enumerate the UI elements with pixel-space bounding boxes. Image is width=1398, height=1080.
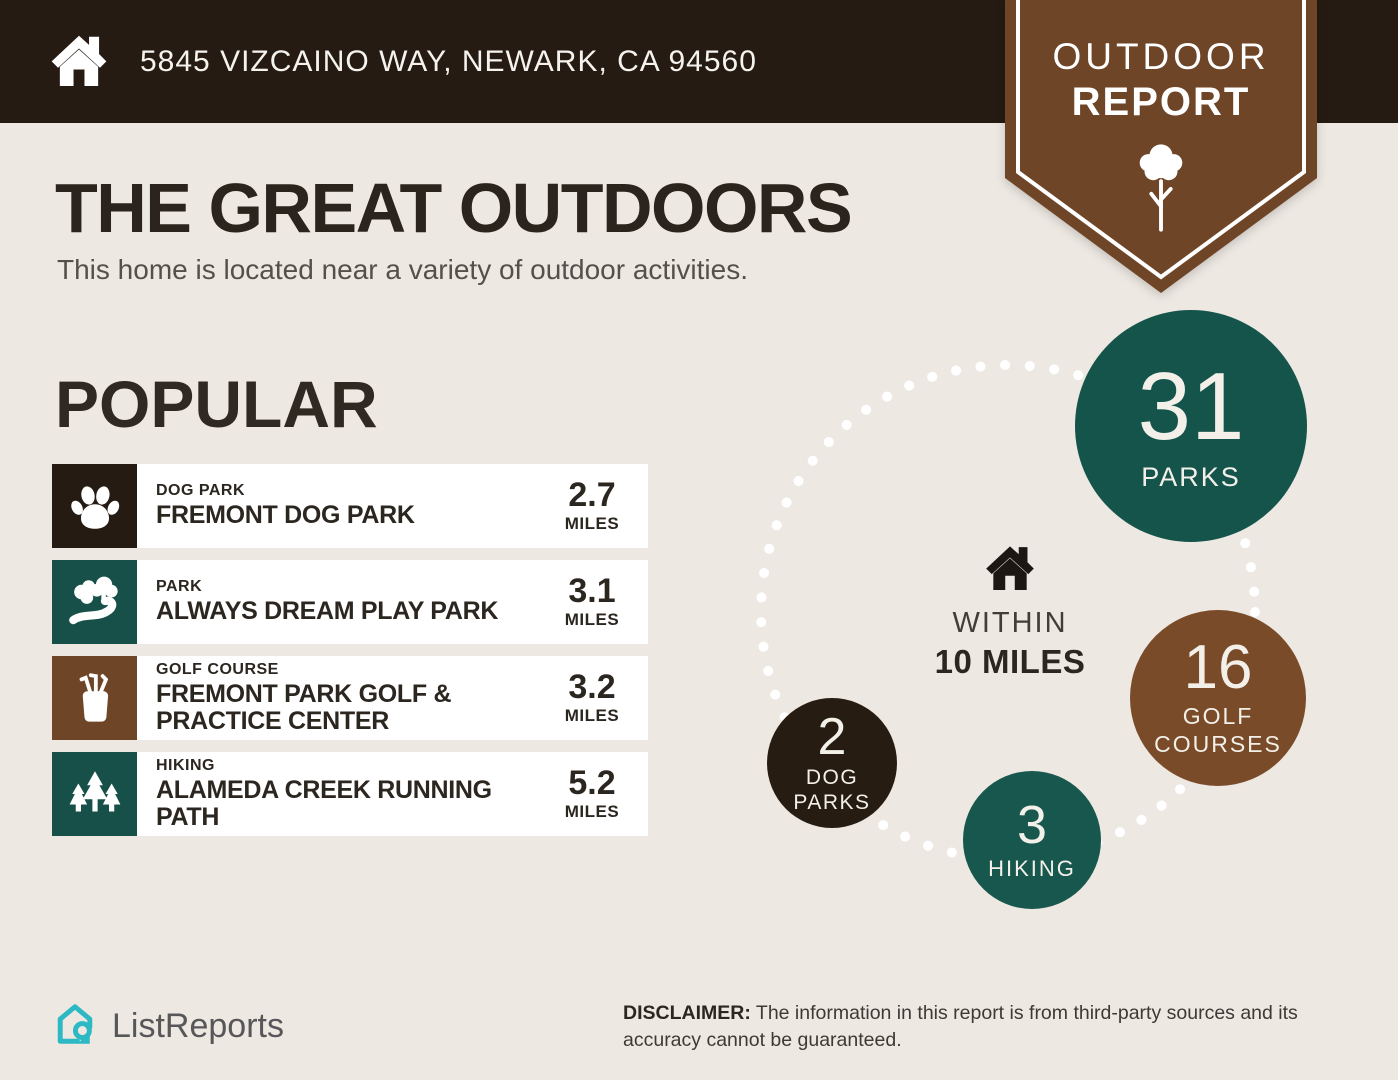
item-category: DOG PARK: [156, 482, 246, 500]
list-item-park: PARK ALWAYS DREAM PLAY PARK 3.1 MILES: [52, 560, 648, 644]
item-category: GOLF COURSE: [156, 660, 279, 678]
pine-trees-icon: [52, 752, 137, 836]
list-item-hiking: HIKING ALAMEDA CREEK RUNNING PATH 5.2 MI…: [52, 752, 648, 836]
within-label: WITHIN: [952, 607, 1068, 639]
item-category: PARK: [156, 578, 203, 596]
item-distance: 2.7: [568, 476, 616, 514]
stat-value: 31: [1137, 352, 1245, 460]
item-distance: 5.2: [568, 764, 616, 802]
golf-bag-icon: [52, 656, 137, 740]
item-distance: 3.2: [568, 668, 616, 706]
home-icon: [48, 31, 110, 93]
stat-value: 16: [1183, 633, 1253, 703]
item-distance-unit: MILES: [564, 610, 620, 629]
list-item-dog-park: DOG PARK FREMONT DOG PARK 2.7 MILES: [52, 464, 648, 548]
stat-hiking: 3 HIKING: [963, 771, 1101, 909]
stat-value: 3: [1016, 794, 1048, 855]
stat-label: GOLF COURSES: [1154, 703, 1282, 757]
stat-dog-parks: 2 DOG PARKS: [767, 698, 897, 828]
listreports-logo: ListReports: [52, 1000, 284, 1053]
brand-name: ListReports: [112, 1007, 284, 1045]
popular-heading: POPULAR: [55, 367, 378, 441]
tree-icon: [1130, 140, 1192, 239]
item-distance-unit: MILES: [564, 706, 620, 725]
outdoor-report-badge: OUTDOOR REPORT: [1005, 0, 1317, 300]
item-distance-unit: MILES: [564, 514, 620, 533]
popular-list: DOG PARK FREMONT DOG PARK 2.7 MILES: [52, 464, 648, 848]
page-subtitle: This home is located near a variety of o…: [57, 254, 749, 285]
item-name: FREMONT PARK GOLF & PRACTICE CENTER: [156, 679, 452, 735]
item-name: ALAMEDA CREEK RUNNING PATH: [156, 775, 492, 831]
list-item-golf-course: GOLF COURSE FREMONT PARK GOLF & PRACTICE…: [52, 656, 648, 740]
badge-line1: OUTDOOR: [1052, 36, 1270, 77]
property-address: 5845 VIZCAINO WAY, NEWARK, CA 94560: [140, 44, 757, 78]
item-name: ALWAYS DREAM PLAY PARK: [156, 597, 499, 626]
paw-icon: [52, 464, 137, 548]
badge-line2: REPORT: [1071, 80, 1251, 124]
item-distance: 3.1: [568, 572, 616, 610]
radius-center-label: WITHIN 10 MILES: [920, 542, 1100, 681]
item-name: FREMONT DOG PARK: [156, 501, 415, 530]
disclaimer-text: The information in this report is from t…: [623, 1002, 1298, 1052]
listreports-house-icon: [52, 1000, 98, 1053]
park-trees-icon: [52, 560, 137, 644]
home-icon: [983, 546, 1037, 596]
item-distance-unit: MILES: [564, 802, 620, 821]
item-category: HIKING: [156, 756, 215, 774]
page-title: THE GREAT OUTDOORS: [55, 169, 853, 247]
disclaimer-label: DISCLAIMER:: [623, 1002, 751, 1024]
stat-golf-courses: 16 GOLF COURSES: [1130, 610, 1306, 786]
stat-value: 2: [817, 707, 847, 766]
stat-label: PARKS: [1141, 461, 1241, 492]
stat-label: DOG PARKS: [793, 765, 871, 814]
stat-parks: 31 PARKS: [1075, 310, 1307, 542]
disclaimer: DISCLAIMER: The information in this repo…: [623, 1000, 1351, 1055]
radius-distance-label: 10 MILES: [934, 643, 1086, 680]
stat-label: HIKING: [988, 855, 1076, 881]
